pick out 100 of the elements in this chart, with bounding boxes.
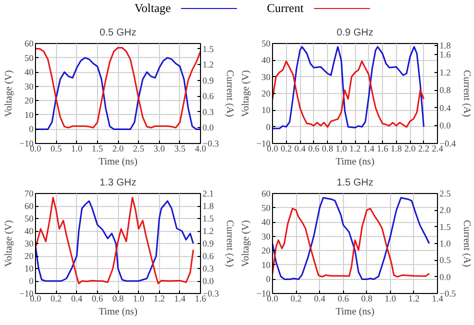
y-tick-label: 10 <box>262 260 271 270</box>
x-tick-label: 0.6 <box>338 294 350 304</box>
x-tick-label: 1.0 <box>384 294 396 304</box>
y-tick-label: 20 <box>262 88 271 98</box>
y2-tick-label: 1.8 <box>440 40 452 51</box>
y2-tick-label: 0.6 <box>202 91 214 102</box>
y-tick-label: 30 <box>24 81 34 92</box>
y-tick-label: 20 <box>24 251 34 261</box>
x-tick-label: 2.5 <box>133 144 145 154</box>
x-tick-label: 0.2 <box>50 294 62 304</box>
y-axis-title: Voltage (V) <box>3 70 14 117</box>
y-tick-label: 60 <box>262 188 271 198</box>
x-tick-label: 3.5 <box>174 144 186 154</box>
x-tick-label: 2.0 <box>112 144 124 154</box>
y2-axis-title: Current (A) <box>224 70 235 117</box>
x-tick-label: 0.5 <box>50 144 62 154</box>
y2-tick-label: 0.0 <box>440 120 452 131</box>
y-tick-label: 20 <box>262 246 271 256</box>
y-tick-label: 10 <box>24 264 34 274</box>
x-tick-label: 1.5 <box>92 144 104 154</box>
x-tick-label: 1.0 <box>133 294 145 304</box>
y2-tick-label: 1.2 <box>440 67 451 78</box>
y2-tick-label: 0.3 <box>202 264 214 274</box>
y-tick-label: 0 <box>266 274 271 284</box>
x-tick-label: 0.8 <box>361 294 373 304</box>
y-tick-label: 50 <box>24 214 34 224</box>
y-tick-label: 0 <box>266 122 271 132</box>
y2-tick-label: 0.3 <box>202 106 214 117</box>
y2-tick-label: 0.4 <box>440 102 452 113</box>
y2-tick-label: 0.5 <box>440 255 452 266</box>
y-axis-title: Voltage (V) <box>240 70 252 117</box>
y2-tick-label: 0.9 <box>202 75 214 86</box>
y-tick-label: 10 <box>262 105 271 116</box>
x-tick-label: 1.6 <box>376 144 389 154</box>
y2-tick-label: 0.6 <box>202 251 214 261</box>
line-series <box>272 60 424 128</box>
x-tick-label: 1.2 <box>154 294 165 304</box>
chart-title: 0.5 GHz <box>100 28 136 38</box>
y-tick-label: 40 <box>262 217 271 228</box>
y2-tick-label: 1.5 <box>202 214 214 224</box>
y-axis-title: Voltage (V) <box>3 220 14 267</box>
line-series <box>272 208 430 278</box>
y-tick-label: 60 <box>24 38 34 48</box>
chart-title: 1.3 GHz <box>100 178 136 188</box>
y2-tick-label: 0.0 <box>202 276 214 286</box>
x-axis-title: Time (ns) <box>336 306 374 318</box>
y-tick-label: 0 <box>29 276 34 286</box>
y-tick-label: 20 <box>24 96 34 106</box>
y-tick-label: 30 <box>262 72 271 82</box>
x-tick-label: 0.4 <box>294 144 306 154</box>
legend-label: Current <box>266 1 304 15</box>
x-tick-label: 0.8 <box>112 294 124 304</box>
x-tick-label: 1.0 <box>71 144 83 154</box>
y-axis-title: Voltage (V) <box>240 220 252 267</box>
y2-tick-label: 1.2 <box>202 60 214 70</box>
x-tick-label: 0.4 <box>71 294 83 304</box>
y-tick-label: 40 <box>262 55 271 66</box>
x-tick-label: 0.2 <box>280 144 292 154</box>
y2-axis-title: Current (A) <box>460 220 472 267</box>
y-tick-label: 70 <box>24 188 34 198</box>
x-axis-title: Time (ns) <box>98 306 138 318</box>
x-tick-label: 1.8 <box>390 144 402 154</box>
x-tick-label: 0.4 <box>314 294 326 304</box>
line-series <box>272 197 430 280</box>
line-series <box>272 46 424 130</box>
y-tick-label: 50 <box>24 52 34 63</box>
y2-tick-label: 0.8 <box>440 85 452 96</box>
chart-title: 0.9 GHz <box>336 28 374 38</box>
y2-axis-title: Current (A) <box>224 220 235 267</box>
x-tick-label: 1.2 <box>408 294 420 304</box>
x-tick-label: 1.4 <box>363 144 375 154</box>
y2-tick-label: −0.3 <box>202 288 220 298</box>
x-tick-label: 2.0 <box>404 144 416 154</box>
y2-tick-label: 1.0 <box>440 238 452 248</box>
y2-tick-label: 2.5 <box>440 188 452 198</box>
x-tick-label: 1.2 <box>349 144 361 154</box>
y2-tick-label: 0.0 <box>202 122 214 133</box>
y-tick-label: 60 <box>24 201 34 211</box>
legend-label: Voltage <box>134 1 171 15</box>
x-tick-label: 0.2 <box>290 294 302 304</box>
x-tick-label: 0.6 <box>92 294 104 304</box>
x-tick-label: 1.0 <box>336 144 348 154</box>
y2-tick-label: 1.2 <box>202 226 214 236</box>
x-tick-label: 1.4 <box>174 294 186 304</box>
y2-tick-label: 0.9 <box>202 238 214 248</box>
y2-tick-label: 2.0 <box>440 205 452 216</box>
y-tick-label: 30 <box>262 231 271 242</box>
x-tick-label: 2.2 <box>418 144 430 154</box>
y2-tick-label: −0.3 <box>202 138 220 148</box>
x-tick-label: 0.6 <box>308 144 320 154</box>
y2-tick-label: 1.5 <box>202 44 214 54</box>
y-tick-label: 40 <box>24 226 34 236</box>
y-tick-label: 50 <box>262 202 271 213</box>
y-tick-label: 0 <box>29 124 34 134</box>
y2-tick-label: 1.6 <box>440 50 452 60</box>
x-axis-title: Time (ns) <box>336 156 374 168</box>
x-tick-label: 0.8 <box>322 144 334 154</box>
y2-tick-label: 1.8 <box>202 201 214 211</box>
y2-tick-label: −0.4 <box>440 138 456 148</box>
y2-tick-label: 2.1 <box>202 188 214 198</box>
